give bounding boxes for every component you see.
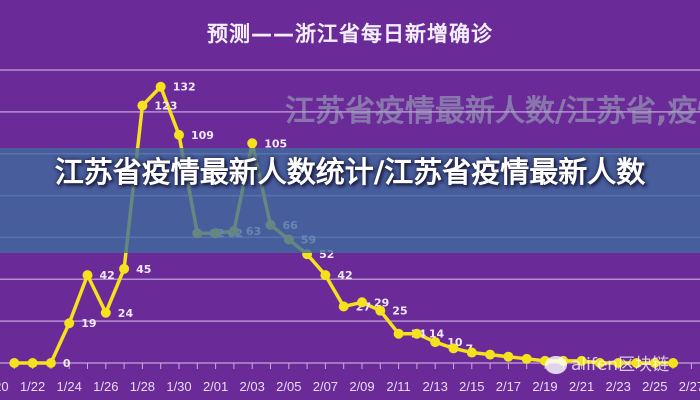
x-tick-label: 2/15 <box>459 379 484 394</box>
chart-title: 预测——浙江省每日新增确诊 <box>207 22 493 46</box>
data-point <box>448 343 459 354</box>
data-label: 123 <box>154 100 177 113</box>
headline: 江苏省疫情最新人数统计/江苏省疫情最新人数 <box>54 155 646 189</box>
x-tick-label: 2/11 <box>386 379 410 394</box>
data-point <box>174 129 184 140</box>
data-point <box>649 358 660 368</box>
x-tick-label: 2/03 <box>240 379 265 394</box>
data-point <box>137 100 148 111</box>
x-tick-label: 1/24 <box>57 379 82 394</box>
x-tick-label: 2/13 <box>423 379 448 394</box>
data-label: 42 <box>100 269 115 282</box>
x-tick-label: 1/20 <box>0 379 9 394</box>
data-point <box>320 270 331 281</box>
data-label: 14 <box>429 328 445 341</box>
ghost-text: 江苏省疫情最新人数/江苏省,疫情 <box>285 94 700 129</box>
data-point <box>503 351 514 362</box>
watermark-text: alifen区块链 <box>571 355 670 375</box>
data-point <box>485 349 496 360</box>
data-point <box>411 328 422 339</box>
data-label: 29 <box>374 296 389 309</box>
data-label: 132 <box>173 81 196 94</box>
data-point <box>64 318 75 329</box>
x-tick-label: 1/26 <box>93 379 118 394</box>
watermark: alifen区块链 <box>545 350 669 375</box>
x-tick-label: 2/17 <box>496 379 521 394</box>
x-tick-label: 2/09 <box>349 379 374 394</box>
data-point <box>119 263 130 274</box>
x-tick-label: 1/22 <box>20 379 45 394</box>
data-point <box>45 358 56 368</box>
data-point <box>576 355 587 366</box>
x-tick-label: 2/05 <box>276 379 301 394</box>
data-point <box>613 358 624 368</box>
data-point <box>82 270 93 281</box>
data-point <box>393 328 404 339</box>
data-label: 0 <box>63 357 71 370</box>
data-label: 45 <box>136 263 151 276</box>
headline-banner <box>0 148 700 253</box>
x-tick-label: 2/21 <box>569 379 594 394</box>
data-label: 25 <box>392 305 407 318</box>
wechat-icon <box>545 356 567 374</box>
data-point <box>338 301 349 312</box>
data-point <box>631 358 642 368</box>
data-label: 105 <box>264 137 287 150</box>
data-label: 42 <box>337 269 352 282</box>
data-point <box>594 358 605 368</box>
x-tick-label: 1/30 <box>166 379 191 394</box>
data-label: 24 <box>118 307 134 320</box>
x-tick-label: 2/23 <box>606 379 631 394</box>
data-point <box>466 347 477 358</box>
data-label: 109 <box>191 129 214 142</box>
x-tick-label: 2/27 <box>679 379 700 394</box>
x-tick-label: 2/01 <box>203 379 228 394</box>
data-point <box>375 305 386 316</box>
data-point <box>247 138 258 149</box>
data-point <box>155 81 166 92</box>
data-point <box>357 297 367 308</box>
data-point <box>100 307 111 318</box>
x-tick-label: 2/07 <box>313 379 338 394</box>
data-point <box>430 337 441 348</box>
x-tick-label: 2/25 <box>642 379 667 394</box>
data-label: 19 <box>81 317 96 330</box>
data-point <box>521 353 532 364</box>
data-point <box>9 358 20 368</box>
data-point <box>27 358 38 368</box>
x-tick-label: 1/28 <box>130 379 155 394</box>
x-tick-label: 2/19 <box>532 379 557 394</box>
data-point <box>668 358 679 368</box>
